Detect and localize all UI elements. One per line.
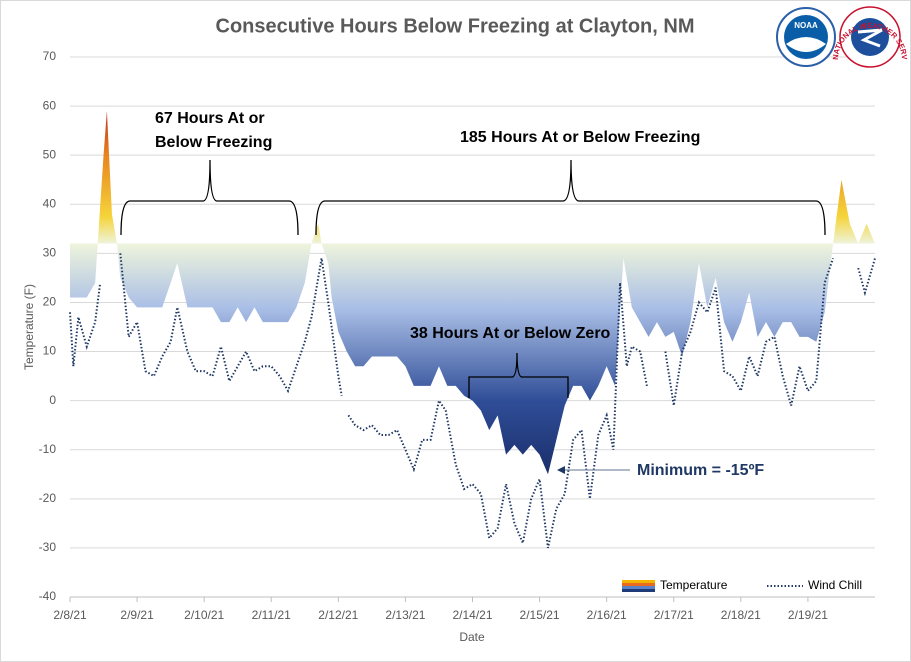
- plot-area: -40 -30 -20 -10 0 10 20 30 40 50 60 70 2/8/21 2/9/21 2…: [39, 49, 876, 622]
- x-tick-label: 2/18/21: [721, 608, 761, 622]
- y-tick-label: 70: [43, 49, 57, 63]
- nws-logo: [857, 28, 883, 48]
- y-tick-label: 20: [43, 295, 57, 309]
- legend-swatch: [622, 583, 655, 586]
- bracket: [120, 159, 299, 236]
- x-tick-label: 2/16/21: [587, 608, 627, 622]
- y-tick-label: 0: [49, 393, 56, 407]
- wind-chill-line: [69, 253, 876, 549]
- noaa-text: NOAA: [794, 21, 818, 30]
- y-tick-label: 40: [43, 196, 57, 210]
- x-tick-label: 2/17/21: [654, 608, 694, 622]
- x-axis-label: Date: [459, 630, 485, 644]
- y-axis-label: Temperature (F): [22, 284, 36, 370]
- legend-swatch: [622, 580, 655, 583]
- x-tick-label: 2/12/21: [318, 608, 358, 622]
- x-tick-label: 2/19/21: [788, 608, 828, 622]
- x-tick-label: 2/11/21: [252, 608, 291, 622]
- y-tick-label: -20: [39, 491, 57, 505]
- y-tick-label: -40: [39, 589, 57, 603]
- annotation: 38 Hours At or Below Zero: [410, 325, 611, 342]
- legend-swatch: [622, 586, 655, 589]
- y-tick-label: 50: [43, 147, 57, 161]
- bracket: [315, 159, 826, 236]
- x-tick-label: 2/15/21: [520, 608, 560, 622]
- annotation: 67 Hours At or: [155, 110, 265, 127]
- y-tick-label: 10: [43, 344, 57, 358]
- x-tick-label: 2/14/21: [452, 608, 492, 622]
- temperature-area: [70, 111, 875, 475]
- legend-label: Wind Chill: [808, 578, 862, 592]
- chart-title: Consecutive Hours Below Freezing at Clay…: [216, 15, 695, 37]
- y-tick-label: -30: [39, 540, 57, 554]
- arrow-head: [557, 466, 565, 474]
- x-tick-label: 2/13/21: [385, 608, 425, 622]
- x-tick-label: 2/9/21: [120, 608, 154, 622]
- x-tick-label: 2/8/21: [53, 608, 87, 622]
- legend-label: Temperature: [660, 578, 728, 592]
- x-tick-label: 2/10/21: [184, 608, 224, 622]
- y-tick-label: 60: [43, 98, 57, 112]
- annotation: 185 Hours At or Below Freezing: [460, 129, 700, 146]
- y-tick-label: 30: [43, 246, 57, 260]
- noaa-logo: [786, 37, 826, 52]
- bracket: [468, 352, 569, 398]
- legend-swatch: [622, 589, 655, 592]
- annotation: Minimum = -15ºF: [637, 462, 764, 479]
- annotation: Below Freezing: [155, 134, 272, 151]
- y-tick-label: -10: [39, 442, 57, 456]
